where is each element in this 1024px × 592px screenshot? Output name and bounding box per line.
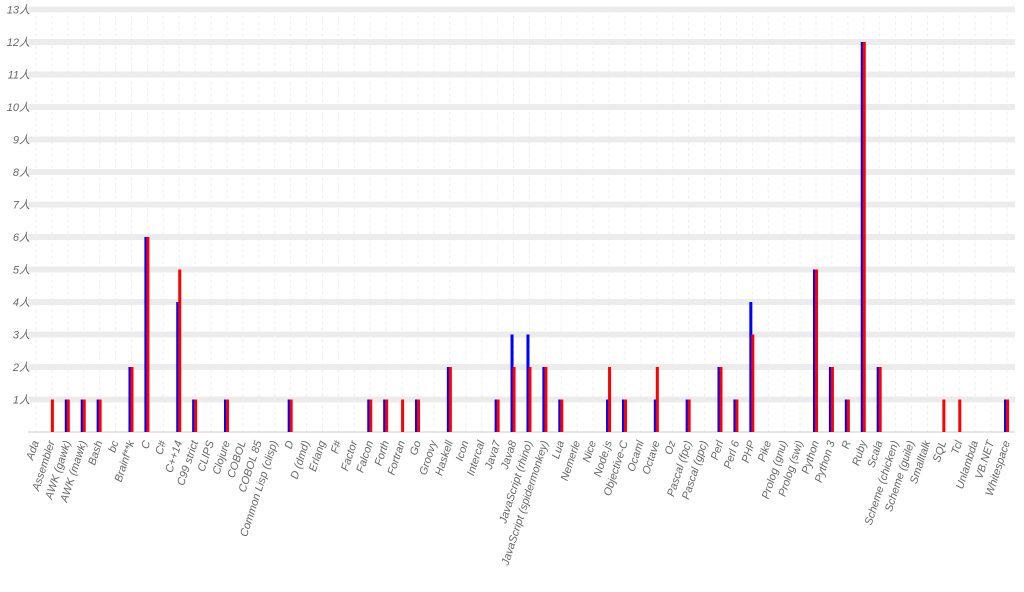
bar <box>369 399 373 432</box>
bar <box>653 399 657 432</box>
x-tick-label: PHP <box>740 439 759 465</box>
bar <box>751 334 755 432</box>
bar <box>526 334 530 432</box>
bar <box>830 367 834 432</box>
bar <box>717 367 721 432</box>
x-tick-label: Lua <box>550 439 567 460</box>
bar <box>225 399 229 432</box>
bar <box>876 367 880 432</box>
bar <box>655 367 659 432</box>
bar <box>860 42 864 432</box>
bar <box>687 399 691 432</box>
bar <box>1006 399 1010 432</box>
bar <box>446 367 450 432</box>
bar <box>846 399 850 432</box>
y-tick-label: 9人 <box>13 134 30 147</box>
bar <box>815 269 819 432</box>
y-tick-label: 2人 <box>12 361 30 374</box>
bar <box>608 367 612 432</box>
bar <box>558 399 562 432</box>
x-tick-label: Oz <box>663 439 679 457</box>
bar <box>98 399 102 432</box>
bar <box>496 399 500 432</box>
bar <box>66 399 70 432</box>
bar <box>733 399 737 432</box>
y-tick-label: 6人 <box>13 231 30 244</box>
bar <box>82 399 86 432</box>
bar <box>494 399 498 432</box>
y-tick-label: 5人 <box>13 264 30 277</box>
bar <box>560 399 564 432</box>
bar <box>735 399 739 432</box>
bar <box>128 367 132 432</box>
bar <box>144 237 148 432</box>
x-tick-label: bc <box>106 439 121 454</box>
bar <box>958 399 962 432</box>
y-tick-label: 10人 <box>7 101 30 114</box>
bar <box>623 399 627 432</box>
bar <box>146 237 150 432</box>
bar <box>417 399 421 432</box>
bar <box>448 367 452 432</box>
bar <box>383 399 387 432</box>
bar <box>878 367 882 432</box>
bar <box>542 367 546 432</box>
bar <box>606 399 610 432</box>
y-tick-label: 7人 <box>13 199 30 212</box>
bar <box>621 399 625 432</box>
bar <box>385 399 389 432</box>
x-tick-label: Perl <box>709 439 727 462</box>
x-tick-label: Go <box>408 439 424 457</box>
x-tick-label: SQL <box>931 439 949 464</box>
bar <box>367 399 371 432</box>
bar <box>401 399 405 432</box>
bar <box>862 42 866 432</box>
bar <box>287 399 291 432</box>
y-tick-label: 11人 <box>8 69 30 82</box>
bar <box>749 302 753 432</box>
x-tick-label: Tcl <box>950 439 966 456</box>
bar <box>813 269 817 432</box>
y-tick-label: 8人 <box>13 166 30 179</box>
bar <box>719 367 723 432</box>
bar <box>512 367 516 432</box>
y-tick-label: 1人 <box>13 394 30 407</box>
bar <box>192 399 196 432</box>
bar <box>194 399 198 432</box>
x-tick-label: R <box>840 439 854 450</box>
bar <box>942 399 946 432</box>
bar <box>685 399 689 432</box>
bar <box>64 399 68 432</box>
x-tick-label: F# <box>329 438 345 455</box>
bar <box>223 399 227 432</box>
bar <box>844 399 848 432</box>
y-tick-label: 13人 <box>7 4 30 17</box>
bar <box>80 399 84 432</box>
bar <box>544 367 548 432</box>
bar <box>176 302 180 432</box>
x-tick-label: D <box>283 439 297 450</box>
y-tick-label: 4人 <box>13 296 30 309</box>
bar <box>1004 399 1008 432</box>
x-tick-label: C# <box>153 438 169 456</box>
y-tick-label: 3人 <box>13 329 30 342</box>
bar <box>50 399 54 432</box>
bar <box>289 399 293 432</box>
bar <box>415 399 419 432</box>
bar <box>178 269 182 432</box>
x-tick-label: C <box>139 439 153 450</box>
bar <box>130 367 134 432</box>
y-tick-label: 12人 <box>7 36 30 49</box>
bar <box>510 334 514 432</box>
bar <box>96 399 100 432</box>
bar <box>528 367 532 432</box>
bar <box>828 367 832 432</box>
